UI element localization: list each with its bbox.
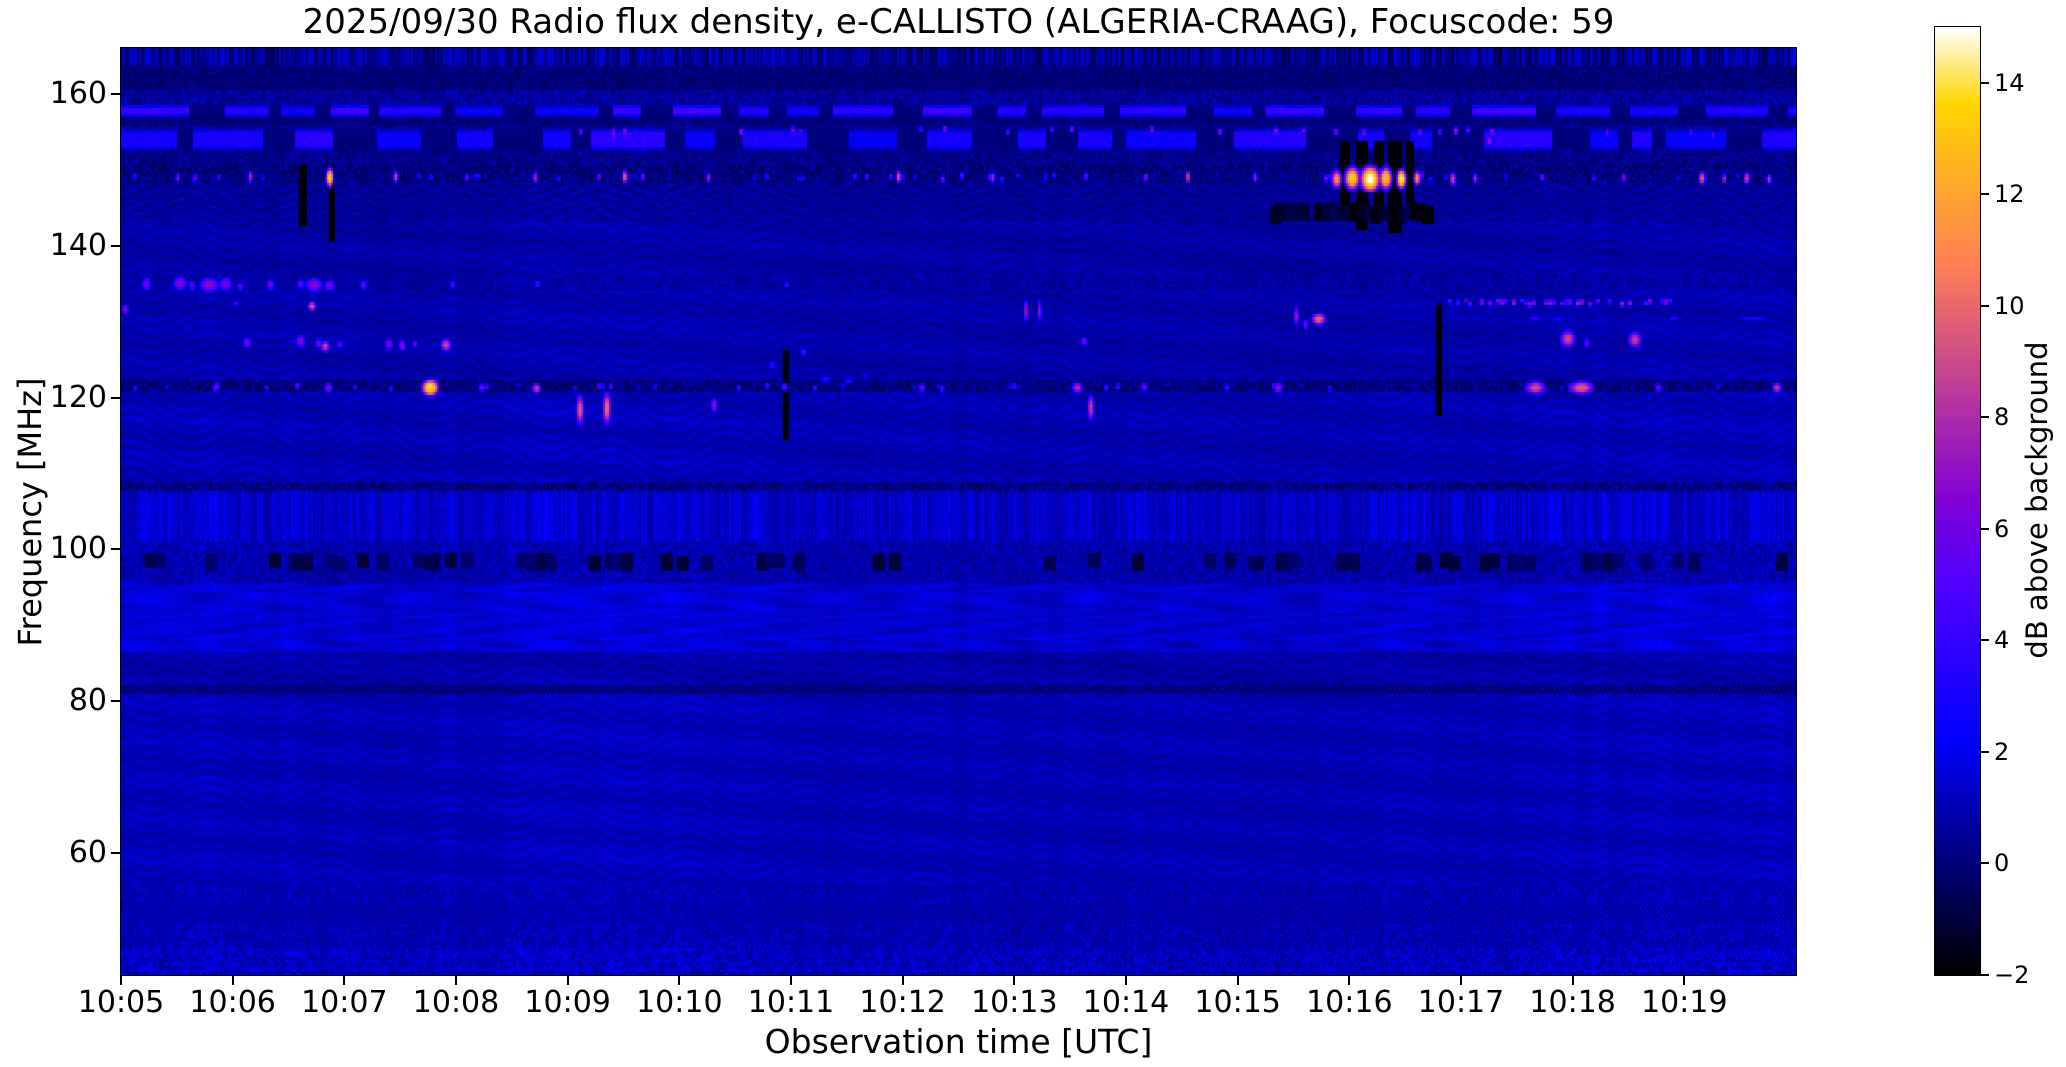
colorbar-tick-mark (1981, 416, 1989, 419)
colorbar-tick-label: 0 (1994, 849, 2010, 878)
colorbar-tick-mark (1981, 304, 1989, 307)
x-tick-label: 10:09 (524, 985, 611, 1020)
x-tick-label: 10:08 (412, 985, 500, 1020)
plot-area (120, 47, 1797, 976)
colorbar (1934, 26, 1981, 976)
x-tick-mark (790, 976, 792, 985)
x-tick-label: 10:12 (859, 985, 946, 1020)
colorbar-tick-label: 4 (1994, 626, 2010, 655)
colorbar-tick-label: 2 (1994, 737, 2010, 766)
x-tick-mark (120, 976, 122, 985)
y-tick-label: 100 (49, 531, 107, 567)
x-tick-mark (1013, 976, 1016, 985)
y-tick-mark (111, 700, 120, 703)
x-tick-label: 10:15 (1194, 985, 1281, 1020)
colorbar-gradient (1935, 27, 1980, 975)
y-tick-label: 160 (49, 75, 107, 111)
colorbar-tick-mark (1981, 81, 1989, 84)
x-tick-label: 10:19 (1641, 985, 1728, 1020)
x-tick-label: 10:11 (747, 985, 835, 1020)
x-tick-mark (678, 976, 681, 985)
x-tick-label: 10:13 (971, 985, 1058, 1020)
x-tick-label: 10:16 (1306, 985, 1393, 1020)
colorbar-tick-label: 12 (1994, 180, 2025, 209)
x-axis-label: Observation time [UTC] (764, 1022, 1153, 1061)
x-tick-mark (1348, 976, 1351, 985)
x-tick-label: 10:18 (1529, 985, 1616, 1020)
y-tick-mark (111, 244, 120, 247)
x-tick-mark (1683, 976, 1686, 985)
x-tick-mark (1571, 976, 1574, 985)
colorbar-tick-label: −2 (1994, 961, 2030, 989)
y-tick-label: 120 (49, 379, 107, 415)
colorbar-tick-mark (1981, 750, 1989, 753)
spectrogram-heatmap (121, 48, 1796, 975)
x-tick-label: 10:07 (301, 985, 388, 1020)
colorbar-tick-label: 8 (1994, 403, 2010, 432)
y-tick-label: 60 (68, 835, 107, 871)
y-tick-mark (111, 548, 120, 551)
x-tick-mark (1460, 976, 1462, 985)
colorbar-tick-label: 14 (1994, 68, 2025, 97)
y-tick-label: 80 (68, 683, 107, 719)
x-tick-label: 10:10 (636, 985, 723, 1020)
colorbar-tick-mark (1981, 862, 1989, 865)
colorbar-tick-mark (1981, 527, 1989, 530)
colorbar-tick-label: 10 (1994, 291, 2025, 320)
x-tick-mark (231, 976, 234, 985)
y-axis-label: Frequency [MHz] (11, 377, 49, 647)
x-tick-mark (1236, 976, 1239, 985)
x-tick-mark (1125, 976, 1127, 985)
x-tick-label: 10:14 (1082, 985, 1170, 1020)
x-tick-mark (901, 976, 904, 985)
y-tick-mark (111, 92, 120, 95)
colorbar-tick-mark (1981, 974, 1989, 976)
colorbar-tick-label: 6 (1994, 514, 2010, 543)
y-tick-label: 140 (49, 227, 107, 263)
x-tick-label: 10:05 (77, 985, 165, 1020)
x-tick-label: 10:06 (189, 985, 276, 1020)
chart-title: 2025/09/30 Radio flux density, e-CALLIST… (302, 2, 1615, 42)
x-tick-mark (343, 976, 346, 985)
y-tick-mark (111, 396, 120, 399)
x-tick-label: 10:17 (1417, 985, 1505, 1020)
colorbar-tick-mark (1981, 193, 1989, 196)
colorbar-label: dB above background (2020, 341, 2054, 659)
y-tick-mark (111, 852, 120, 855)
colorbar-tick-mark (1981, 639, 1989, 642)
x-tick-mark (566, 976, 569, 985)
x-tick-mark (455, 976, 457, 985)
